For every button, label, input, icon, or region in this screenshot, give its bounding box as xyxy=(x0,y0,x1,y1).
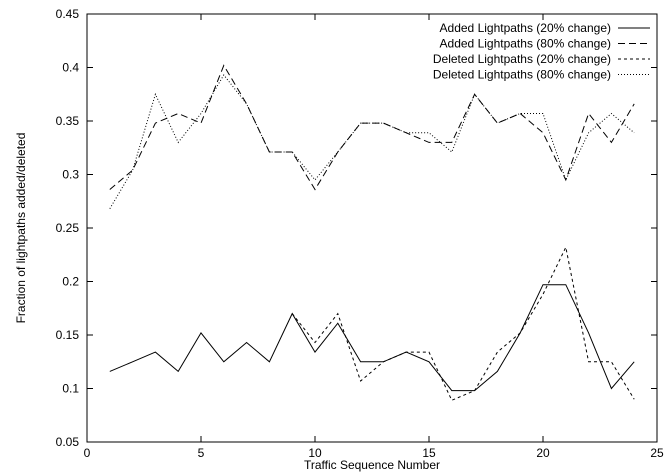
legend-label-4: Deleted Lightpaths (80% change) xyxy=(433,68,611,82)
legend: Added Lightpaths (20% change) Added Light… xyxy=(433,21,650,82)
y-tick-label: 0.45 xyxy=(56,7,80,21)
series-line-1 xyxy=(109,284,635,392)
y-axis-label: Fraction of lightpaths added/deleted xyxy=(14,133,28,324)
x-tick-label: 20 xyxy=(536,446,550,460)
x-axis-label: Traffic Sequence Number xyxy=(304,458,440,472)
y-tick-label: 0.25 xyxy=(56,221,80,235)
legend-label-2: Added Lightpaths (80% change) xyxy=(440,37,611,51)
x-tick-label: 0 xyxy=(84,446,91,460)
y-tick-label: 0.15 xyxy=(56,328,80,342)
y-tick-label: 0.35 xyxy=(56,114,80,128)
y-tick-label: 0.3 xyxy=(62,168,79,182)
y-axis-ticks: 0.05 0.1 0.15 0.2 0.25 0.3 0.35 0.4 0.45 xyxy=(56,7,657,449)
legend-label-3: Deleted Lightpaths (20% change) xyxy=(433,52,611,66)
y-tick-label: 0.1 xyxy=(62,382,79,396)
series-line-2 xyxy=(109,64,635,191)
series-line-3 xyxy=(291,245,635,401)
legend-label-1: Added Lightpaths (20% change) xyxy=(440,21,611,35)
y-tick-label: 0.4 xyxy=(62,61,79,75)
x-tick-label: 10 xyxy=(308,446,322,460)
y-tick-label: 0.2 xyxy=(62,275,79,289)
y-tick-label: 0.05 xyxy=(56,435,80,449)
x-tick-label: 5 xyxy=(198,446,205,460)
series-line-4 xyxy=(109,74,635,209)
series-layer xyxy=(109,64,635,401)
x-tick-label: 25 xyxy=(650,446,664,460)
x-axis-ticks: 0 5 10 15 20 25 xyxy=(84,14,664,460)
x-tick-label: 15 xyxy=(422,446,436,460)
